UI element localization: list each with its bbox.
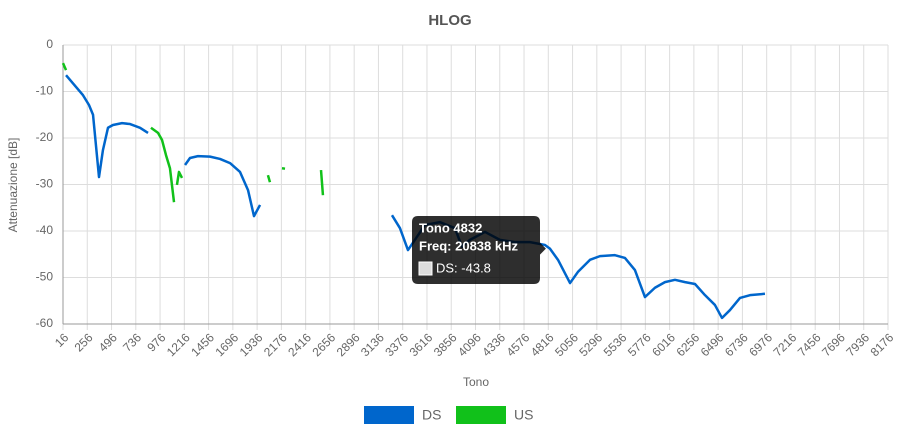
x-tick-label: 1696 (212, 330, 241, 359)
series-line (61, 62, 325, 203)
y-tick-label: -50 (36, 270, 54, 284)
x-tick-label: 6736 (722, 330, 751, 359)
x-tick-label: 7216 (771, 330, 800, 359)
x-tick-label: 6016 (649, 330, 678, 359)
tooltip-item: DS: -43.8 (436, 260, 491, 275)
x-tick-label: 2416 (285, 330, 314, 359)
x-tick-label: 7696 (819, 330, 848, 359)
legend-label: US (514, 407, 533, 423)
y-tick-label: -30 (36, 177, 54, 191)
x-tick-label: 3376 (382, 330, 411, 359)
tooltip-swatch (418, 261, 433, 276)
x-axis-label: Tono (463, 375, 489, 389)
legend-swatch (364, 406, 414, 424)
x-tick-label: 2656 (309, 330, 338, 359)
x-tick-label: 736 (120, 330, 144, 354)
x-tick-label: 3136 (358, 330, 387, 359)
x-tick-label: 4816 (528, 330, 557, 359)
x-tick-label: 1936 (237, 330, 266, 359)
x-tick-label: 256 (72, 330, 96, 354)
y-tick-label: -40 (36, 223, 54, 237)
legend-swatch (456, 406, 506, 424)
x-tick-label: 1456 (188, 330, 217, 359)
x-tick-label: 3616 (407, 330, 436, 359)
tooltip-title: Tono 4832 (419, 220, 482, 235)
x-tick-label: 7456 (795, 330, 824, 359)
x-tick-label: 6496 (698, 330, 727, 359)
x-tick-label: 3856 (431, 330, 460, 359)
x-tick-label: 4576 (504, 330, 533, 359)
x-tick-label: 5056 (552, 330, 581, 359)
tooltip-line: Freq: 20838 kHz (419, 238, 518, 253)
y-tick-label: -60 (36, 316, 54, 330)
y-axis-label: Attenuazione [dB] (6, 138, 20, 233)
x-tick-label: 2176 (261, 330, 290, 359)
x-tick-label: 496 (96, 330, 120, 354)
tooltip-box (412, 216, 546, 284)
chart-title: HLOG (428, 12, 471, 29)
x-tick-label: 6256 (673, 330, 702, 359)
x-tick-label: 5536 (601, 330, 630, 359)
x-tick-label: 5776 (625, 330, 654, 359)
x-tick-label: 8176 (868, 330, 897, 359)
x-tick-label: 2896 (334, 330, 363, 359)
x-tick-label: 16 (52, 330, 72, 350)
x-tick-label: 6976 (746, 330, 775, 359)
x-tick-label: 5296 (576, 330, 605, 359)
x-tick-label: 1216 (164, 330, 193, 359)
y-tick-label: -20 (36, 130, 54, 144)
y-tick-label: 0 (46, 37, 53, 51)
legend-label: DS (422, 407, 441, 423)
x-tick-label: 4096 (455, 330, 484, 359)
x-tick-label: 7936 (843, 330, 872, 359)
y-tick-label: -10 (36, 84, 54, 98)
x-tick-label: 4336 (479, 330, 508, 359)
